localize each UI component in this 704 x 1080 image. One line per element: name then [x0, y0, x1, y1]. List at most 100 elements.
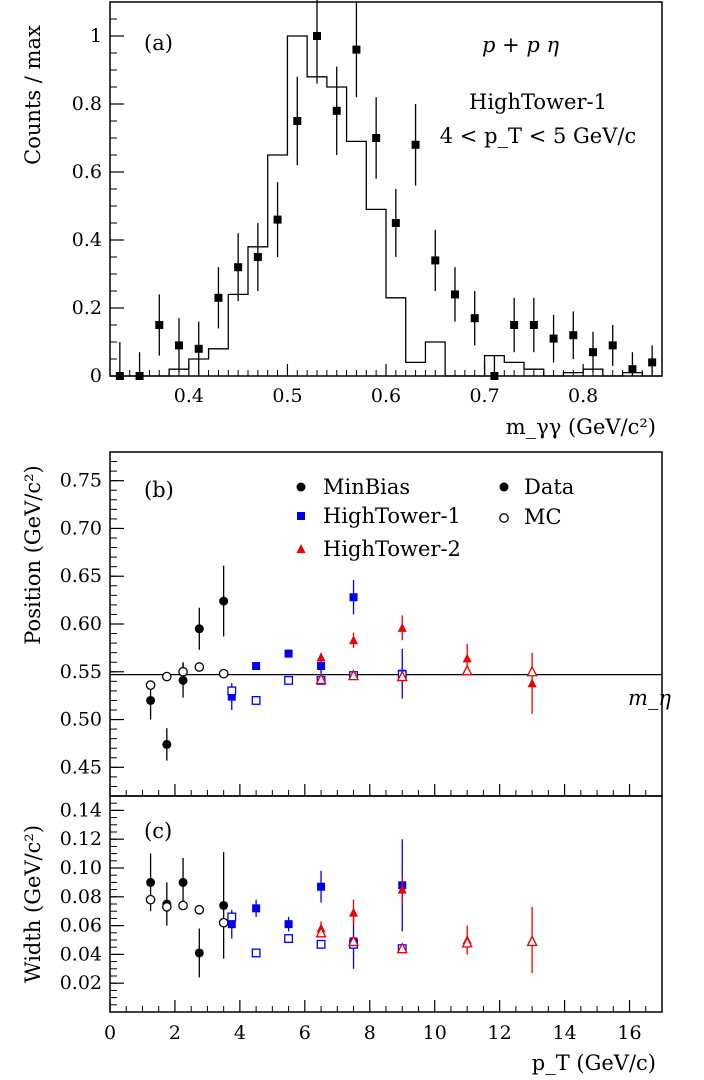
data-point — [527, 678, 537, 688]
reaction-annotation: p + p η — [482, 33, 560, 57]
data-point — [284, 675, 294, 685]
legend-hightower2-label: HighTower-2 — [323, 537, 461, 561]
trigger-annotation: HighTower-1 — [469, 90, 607, 114]
x-tick-label: 8 — [364, 1022, 376, 1044]
data-point — [391, 219, 400, 227]
legend-data-label: Data — [524, 475, 574, 499]
x-tick-label: 16 — [617, 1022, 641, 1044]
data-point — [253, 253, 262, 261]
x-tick-label: 12 — [488, 1022, 512, 1044]
y-tick-label: 0.50 — [60, 709, 102, 731]
data-point — [349, 907, 359, 917]
data-point — [315, 672, 327, 685]
panel-b-ylabel: Position (GeV/c²) — [21, 465, 45, 644]
y-tick-label: 1 — [90, 25, 102, 47]
panel-b-label: (b) — [144, 478, 174, 502]
data-point — [227, 912, 237, 922]
y-tick-label: 0.12 — [60, 828, 102, 850]
legend: MinBias HighTower-1 HighTower-2 Data MC — [296, 475, 574, 561]
data-point — [175, 341, 183, 350]
data-point — [349, 635, 359, 645]
y-tick-label: 0.45 — [60, 756, 102, 778]
x-tick-label: 0 — [104, 1022, 116, 1044]
data-point — [349, 593, 358, 602]
data-point — [162, 739, 172, 749]
data-point — [317, 882, 326, 891]
panel-a-xlabel: m_γγ (GeV/c²) — [506, 415, 656, 439]
panel-c-label: (c) — [144, 819, 172, 843]
legend-mc-label: MC — [524, 505, 562, 529]
y-tick-label: 0.02 — [60, 972, 102, 994]
data-point — [313, 32, 321, 40]
data-point — [284, 920, 293, 929]
data-point — [529, 321, 538, 329]
data-point — [251, 948, 261, 958]
x-tick-label: 14 — [552, 1022, 576, 1044]
data-point — [316, 939, 326, 949]
x-tick-label: 0.7 — [469, 385, 499, 407]
data-point — [396, 942, 408, 954]
mc-step-histogram — [110, 35, 662, 377]
y-tick-label: 0.8 — [72, 93, 102, 115]
data-point — [115, 372, 124, 380]
data-point — [451, 290, 459, 299]
data-point — [411, 140, 420, 149]
data-point — [146, 877, 156, 887]
x-tick-label: 6 — [299, 1022, 311, 1044]
panel-a-label: (a) — [144, 31, 173, 55]
y-tick-label: 0.14 — [60, 799, 102, 821]
data-point — [372, 134, 381, 142]
data-point — [234, 263, 243, 272]
data-point — [526, 665, 538, 677]
data-point — [194, 662, 205, 672]
legend-minbias-marker — [296, 482, 306, 492]
panel-c-frame — [109, 795, 663, 1013]
y-tick-label: 0.70 — [60, 517, 102, 539]
data-point — [273, 215, 282, 224]
data-point — [145, 894, 156, 905]
data-point — [178, 900, 188, 911]
data-point — [352, 45, 361, 54]
y-tick-label: 0.65 — [60, 565, 102, 587]
data-point — [315, 926, 327, 938]
data-point — [549, 334, 558, 343]
pt-range-annotation: 4 < p_T < 5 GeV/c — [440, 124, 636, 148]
data-point — [347, 934, 360, 947]
data-point — [293, 117, 302, 125]
legend-hightower2-marker — [296, 544, 306, 553]
panel-a-frame — [109, 1, 663, 377]
data-point — [218, 917, 229, 928]
data-point — [589, 348, 597, 357]
data-point — [135, 372, 144, 380]
legend-mc-marker — [499, 513, 509, 523]
y-tick-label: 0.55 — [60, 661, 102, 683]
panel-c-plot: 0 2 4 6 8 10 12 14 16 0.02 0.04 0.06 0.08 0.10 0.12 0.1… — [60, 799, 647, 1044]
y-tick-label: 0.75 — [60, 470, 102, 492]
panel-c-ylabel: Width (GeV/c²) — [21, 825, 45, 983]
data-point — [145, 680, 156, 691]
data-point — [227, 920, 236, 929]
data-point — [608, 341, 617, 350]
legend-hightower1-label: HighTower-1 — [323, 504, 461, 528]
x-tick-label: 2 — [169, 1022, 181, 1044]
y-tick-label: 0.08 — [60, 886, 102, 908]
y-tick-label: 0.04 — [60, 943, 102, 965]
y-tick-label: 0.4 — [72, 229, 102, 251]
data-point — [431, 256, 440, 265]
data-point — [178, 666, 188, 677]
panel-b-plot: 0.45 0.50 0.55 0.60 0.65 0.70 0.75 — [60, 461, 662, 796]
data-point — [178, 877, 188, 887]
data-point — [218, 668, 229, 679]
y-tick-label: 0.60 — [60, 613, 102, 635]
data-point — [461, 664, 473, 676]
data-point — [628, 365, 637, 374]
x-tick-label: 0.4 — [174, 385, 204, 407]
legend-data-marker — [499, 482, 509, 492]
data-point — [219, 900, 229, 910]
data-point — [251, 695, 261, 705]
data-point — [219, 596, 229, 606]
eta-mass-line-label: m_η — [628, 686, 671, 710]
data-point — [332, 106, 341, 115]
x-tick-label: 10 — [423, 1022, 447, 1044]
data-point — [194, 624, 204, 634]
